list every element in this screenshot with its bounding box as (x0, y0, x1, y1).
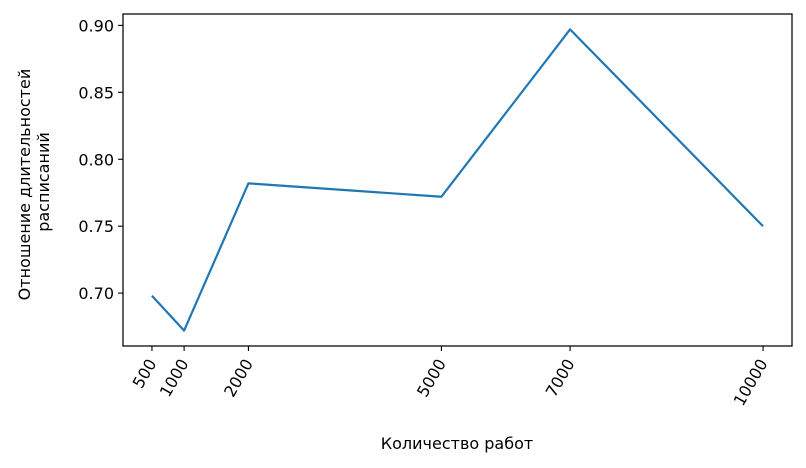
x-axis-title: Количество работ (381, 434, 533, 453)
x-tick-label: 2000 (220, 356, 257, 401)
y-tick-label: 0.70 (78, 284, 114, 303)
x-tick-label: 1000 (156, 356, 193, 401)
y-tick-label: 0.90 (78, 16, 114, 35)
x-tick-label: 7000 (542, 356, 579, 401)
y-tick-label: 0.85 (78, 83, 114, 102)
x-tick-label: 5000 (413, 356, 450, 401)
y-axis-title-line-2: расписаний (34, 132, 53, 231)
y-tick-label: 0.80 (78, 150, 114, 169)
x-tick-label: 10000 (730, 356, 772, 410)
x-tick-label: 500 (129, 356, 161, 392)
series-line (151, 28, 764, 332)
y-axis-title: Отношение длительностей расписаний (15, 64, 53, 301)
y-tick-label: 0.75 (78, 217, 114, 236)
y-axis-ticks: 0.70 0.75 0.80 0.85 0.90 (78, 16, 123, 303)
series-layer (151, 28, 764, 332)
plot-frame (122, 13, 793, 347)
y-axis-title-line-1: Отношение длительностей (15, 69, 34, 301)
